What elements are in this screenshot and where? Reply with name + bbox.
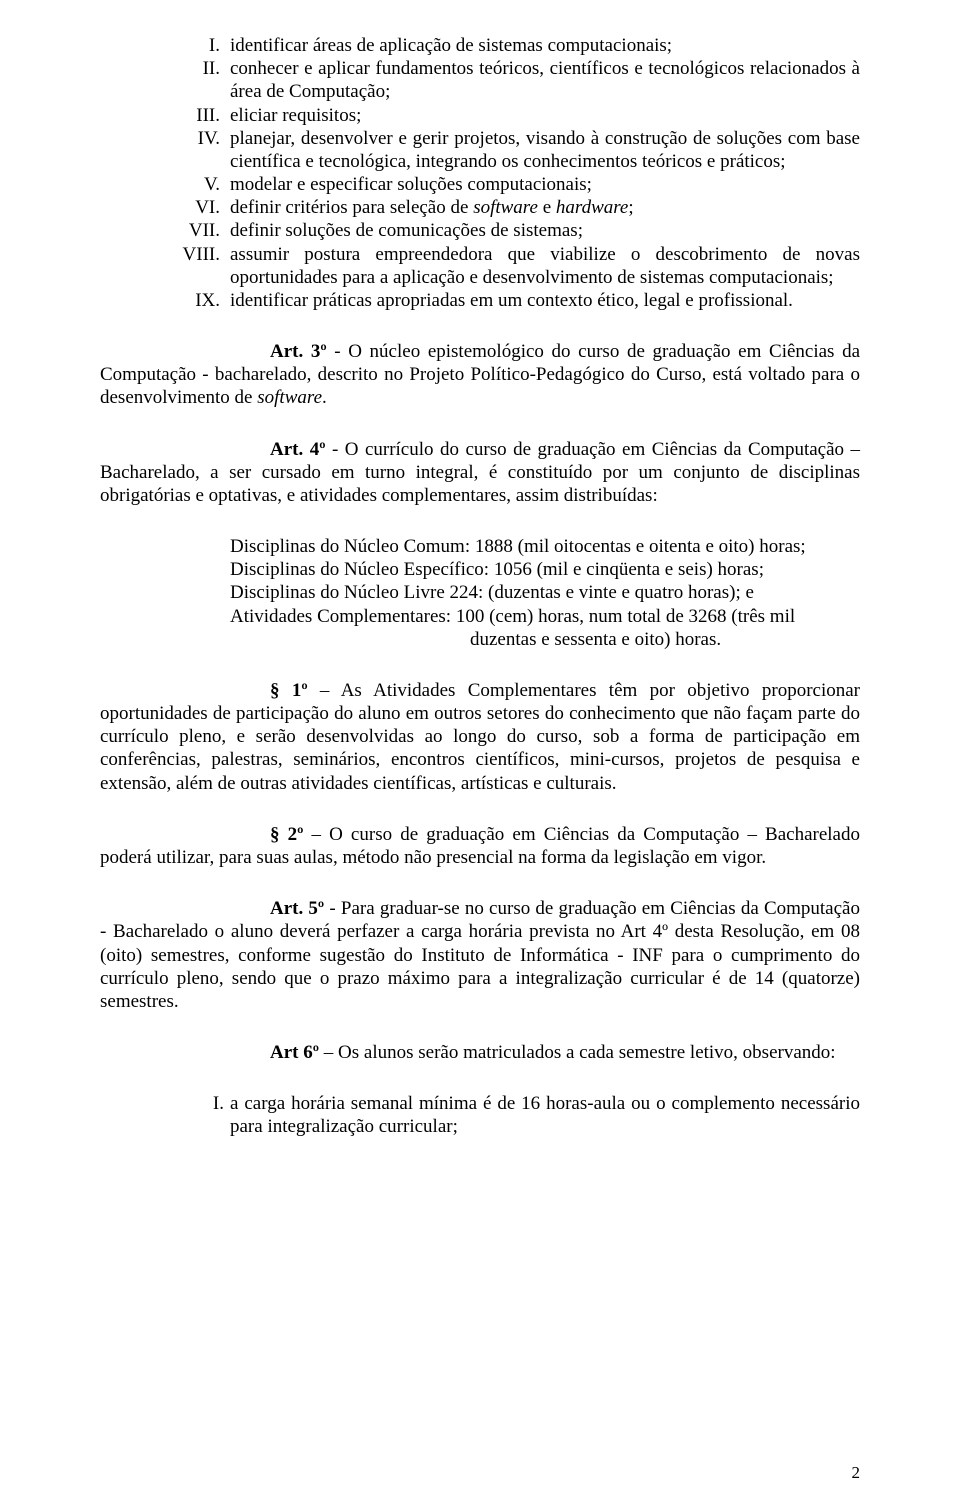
list-item: VII. definir soluções de comunicações de…	[230, 219, 860, 242]
discipline-line: Disciplinas do Núcleo Comum: 1888 (mil o…	[230, 535, 860, 558]
discipline-line-cont: duzentas e sessenta e oito) horas.	[230, 628, 860, 651]
discipline-line: Disciplinas do Núcleo Específico: 1056 (…	[230, 558, 860, 581]
article-lead: Art 6º	[270, 1042, 319, 1063]
list-text: assumir postura empreendedora que viabil…	[230, 244, 860, 288]
list-num: III.	[176, 104, 220, 127]
discipline-line: Atividades Complementares: 100 (cem) hor…	[230, 605, 860, 628]
list-item: VI. definir critérios para seleção de so…	[230, 196, 860, 219]
list-text: definir soluções de comunicações de sist…	[230, 220, 583, 241]
sub-list-text: a carga horária semanal mínima é de 16 h…	[230, 1093, 860, 1137]
list-text: identificar práticas apropriadas em um c…	[230, 290, 793, 311]
paragraph-1: § 1º – As Atividades Complementares têm …	[100, 679, 860, 795]
article-text: – Os alunos serão matriculados a cada se…	[319, 1042, 836, 1063]
article-lead: Art. 3º	[270, 341, 327, 362]
list-text-italic: hardware	[556, 197, 628, 218]
article-5: Art. 5º - Para graduar-se no curso de gr…	[100, 897, 860, 1013]
article-3: Art. 3º - O núcleo epistemológico do cur…	[100, 340, 860, 410]
list-num: II.	[176, 57, 220, 80]
article-4: Art. 4º - O currículo do curso de gradua…	[100, 438, 860, 508]
article-text-italic: software	[257, 387, 322, 408]
list-num: IX.	[176, 289, 220, 312]
list-item: III. eliciar requisitos;	[230, 104, 860, 127]
sub-list-num: I.	[200, 1092, 224, 1115]
list-text-italic: software	[473, 197, 538, 218]
article-text-pre: - O núcleo epistemológico do curso de gr…	[100, 341, 860, 408]
list-item: IV. planejar, desenvolver e gerir projet…	[230, 127, 860, 173]
list-text: eliciar requisitos;	[230, 105, 361, 126]
sub-roman-list: I. a carga horária semanal mínima é de 1…	[100, 1092, 860, 1138]
list-text: planejar, desenvolver e gerir projetos, …	[230, 128, 860, 172]
paragraph-text: – As Atividades Complementares têm por o…	[100, 680, 860, 794]
list-num: V.	[176, 173, 220, 196]
list-text-mid: e	[538, 197, 556, 218]
roman-list: I. identificar áreas de aplicação de sis…	[100, 34, 860, 312]
article-text-post: .	[322, 387, 327, 408]
document-page: I. identificar áreas de aplicação de sis…	[0, 0, 960, 1507]
list-text: conhecer e aplicar fundamentos teóricos,…	[230, 58, 860, 102]
paragraph-2: § 2º – O curso de graduação em Ciências …	[100, 823, 860, 869]
list-item: IX. identificar práticas apropriadas em …	[230, 289, 860, 312]
paragraph-lead: § 1º	[270, 680, 308, 701]
list-item: VIII. assumir postura empreendedora que …	[230, 243, 860, 289]
list-item: V. modelar e especificar soluções comput…	[230, 173, 860, 196]
list-num: VI.	[176, 196, 220, 219]
list-item: II. conhecer e aplicar fundamentos teóri…	[230, 57, 860, 103]
article-6: Art 6º – Os alunos serão matriculados a …	[100, 1041, 860, 1064]
list-text: modelar e especificar soluções computaci…	[230, 174, 592, 195]
list-num: IV.	[176, 127, 220, 150]
sub-list-item: I. a carga horária semanal mínima é de 1…	[230, 1092, 860, 1138]
article-lead: Art. 4º	[270, 439, 325, 460]
article-text: - Para graduar-se no curso de graduação …	[100, 898, 860, 1012]
list-num: VIII.	[176, 243, 220, 266]
list-text-pre: definir critérios para seleção de	[230, 197, 473, 218]
article-text: - O currículo do curso de graduação em C…	[100, 439, 860, 506]
paragraph-lead: § 2º	[270, 824, 303, 845]
paragraph-text: – O curso de graduação em Ciências da Co…	[100, 824, 860, 868]
disciplines-block: Disciplinas do Núcleo Comum: 1888 (mil o…	[100, 535, 860, 651]
list-text: identificar áreas de aplicação de sistem…	[230, 35, 672, 56]
discipline-line: Disciplinas do Núcleo Livre 224: (duzent…	[230, 581, 860, 604]
list-item: I. identificar áreas de aplicação de sis…	[230, 34, 860, 57]
list-num: VII.	[176, 219, 220, 242]
page-number: 2	[852, 1463, 861, 1483]
list-num: I.	[176, 34, 220, 57]
article-lead: Art. 5º	[270, 898, 324, 919]
list-text-post: ;	[628, 197, 633, 218]
